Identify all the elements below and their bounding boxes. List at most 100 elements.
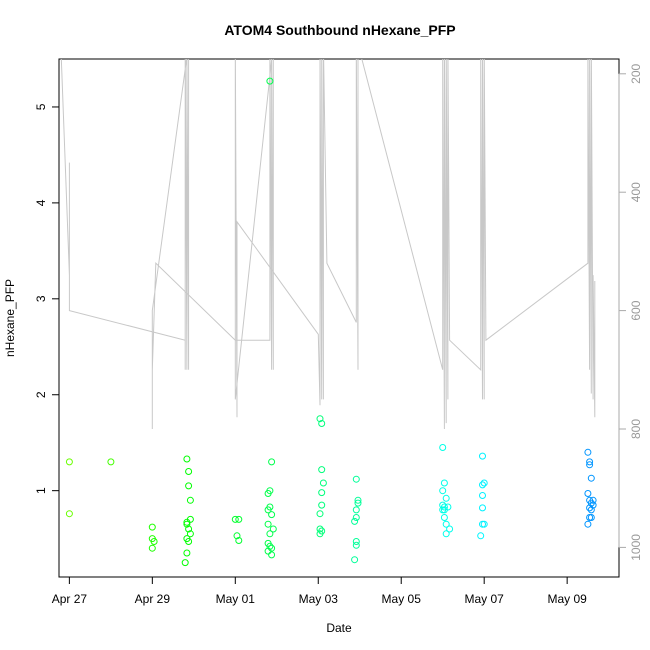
data-point [479,492,486,499]
data-point [352,506,360,514]
y-axis-label: nHexane_PFP [3,279,17,357]
data-point [446,525,454,533]
x-tick-label: May 09 [547,592,587,606]
data-point [584,490,592,497]
y-axis: 1 2 3 4 5 [34,103,60,494]
x-axis-label: Date [326,621,352,635]
x-tick-label: May 05 [382,592,422,606]
data-point [319,479,327,487]
x-tick-label: May 03 [299,592,339,606]
data-point [183,520,191,528]
data-point [186,496,194,504]
y-tick-label: 4 [34,199,48,206]
data-point [318,489,326,497]
trace-line [60,59,596,430]
x-tick-label: Apr 27 [52,592,88,606]
data-point [318,420,326,427]
y2-tick-label: 800 [629,419,643,439]
data-point [266,542,274,550]
data-point [268,511,276,519]
data-point [185,482,193,490]
data-point [439,487,447,495]
data-point [186,515,194,523]
pressure-trace [60,59,596,430]
data-point [352,538,360,545]
chart-title: ATOM4 Southbound nHexane_PFP [224,22,455,38]
data-point [479,481,486,489]
data-point [479,452,486,460]
data-point [268,551,276,559]
data-point [65,510,73,518]
data-point [65,458,73,466]
data-point [185,525,193,533]
data-point [266,77,274,85]
data-point [107,458,115,466]
y2-tick-label: 1000 [629,534,643,561]
data-point [351,556,359,564]
data-point [316,525,324,533]
data-point [352,475,360,483]
y2-tick-label: 600 [629,300,643,320]
y2-tick-label: 400 [629,182,643,202]
data-point [233,532,241,540]
data-point [183,455,191,463]
data-point [354,499,362,507]
data-point [442,494,450,502]
data-point [479,504,486,512]
data-point [440,514,448,521]
data-points [65,77,597,567]
data-point [352,541,360,549]
data-point [586,461,594,469]
data-point [587,499,595,507]
data-point [269,525,277,533]
data-point [148,544,156,552]
data-point [264,520,272,528]
data-point [318,501,326,509]
data-point [148,523,156,531]
data-point [185,468,193,475]
data-point [268,458,276,466]
data-point [235,515,243,523]
data-point [584,448,592,456]
y2-axis: 200 400 600 800 1000 [618,63,643,561]
data-point [316,510,324,518]
data-point [479,520,486,528]
data-point [439,506,447,514]
data-point [352,514,360,521]
data-point [235,537,243,544]
data-point [586,504,594,512]
data-point [264,490,272,497]
plot-frame [58,58,620,578]
data-point [186,530,194,538]
data-point [266,530,274,538]
y-tick-label: 3 [34,295,48,302]
y2-tick-label: 200 [629,63,643,83]
y-tick-label: 2 [34,391,48,398]
data-point [442,530,450,538]
data-point [439,444,447,451]
data-point [442,520,450,528]
data-point [181,559,189,567]
x-axis: Apr 27 Apr 29 May 01 May 03 May 05 May 07 May … [52,576,587,606]
data-point [150,538,158,545]
data-point [586,458,594,466]
data-point [354,496,362,504]
data-point [480,479,488,487]
data-point [316,415,324,423]
x-tick-label: May 07 [465,592,505,606]
data-point [477,532,485,540]
data-point [316,530,324,538]
data-point [264,506,272,514]
y-tick-label: 1 [34,487,48,494]
data-point [440,479,448,487]
y-tick-label: 5 [34,103,48,110]
data-point [231,515,239,523]
data-point [587,514,595,521]
data-point [318,466,326,474]
x-tick-label: May 01 [216,592,256,606]
data-point [587,506,595,514]
data-point [185,538,193,545]
data-point [584,520,592,528]
data-point [587,474,595,482]
